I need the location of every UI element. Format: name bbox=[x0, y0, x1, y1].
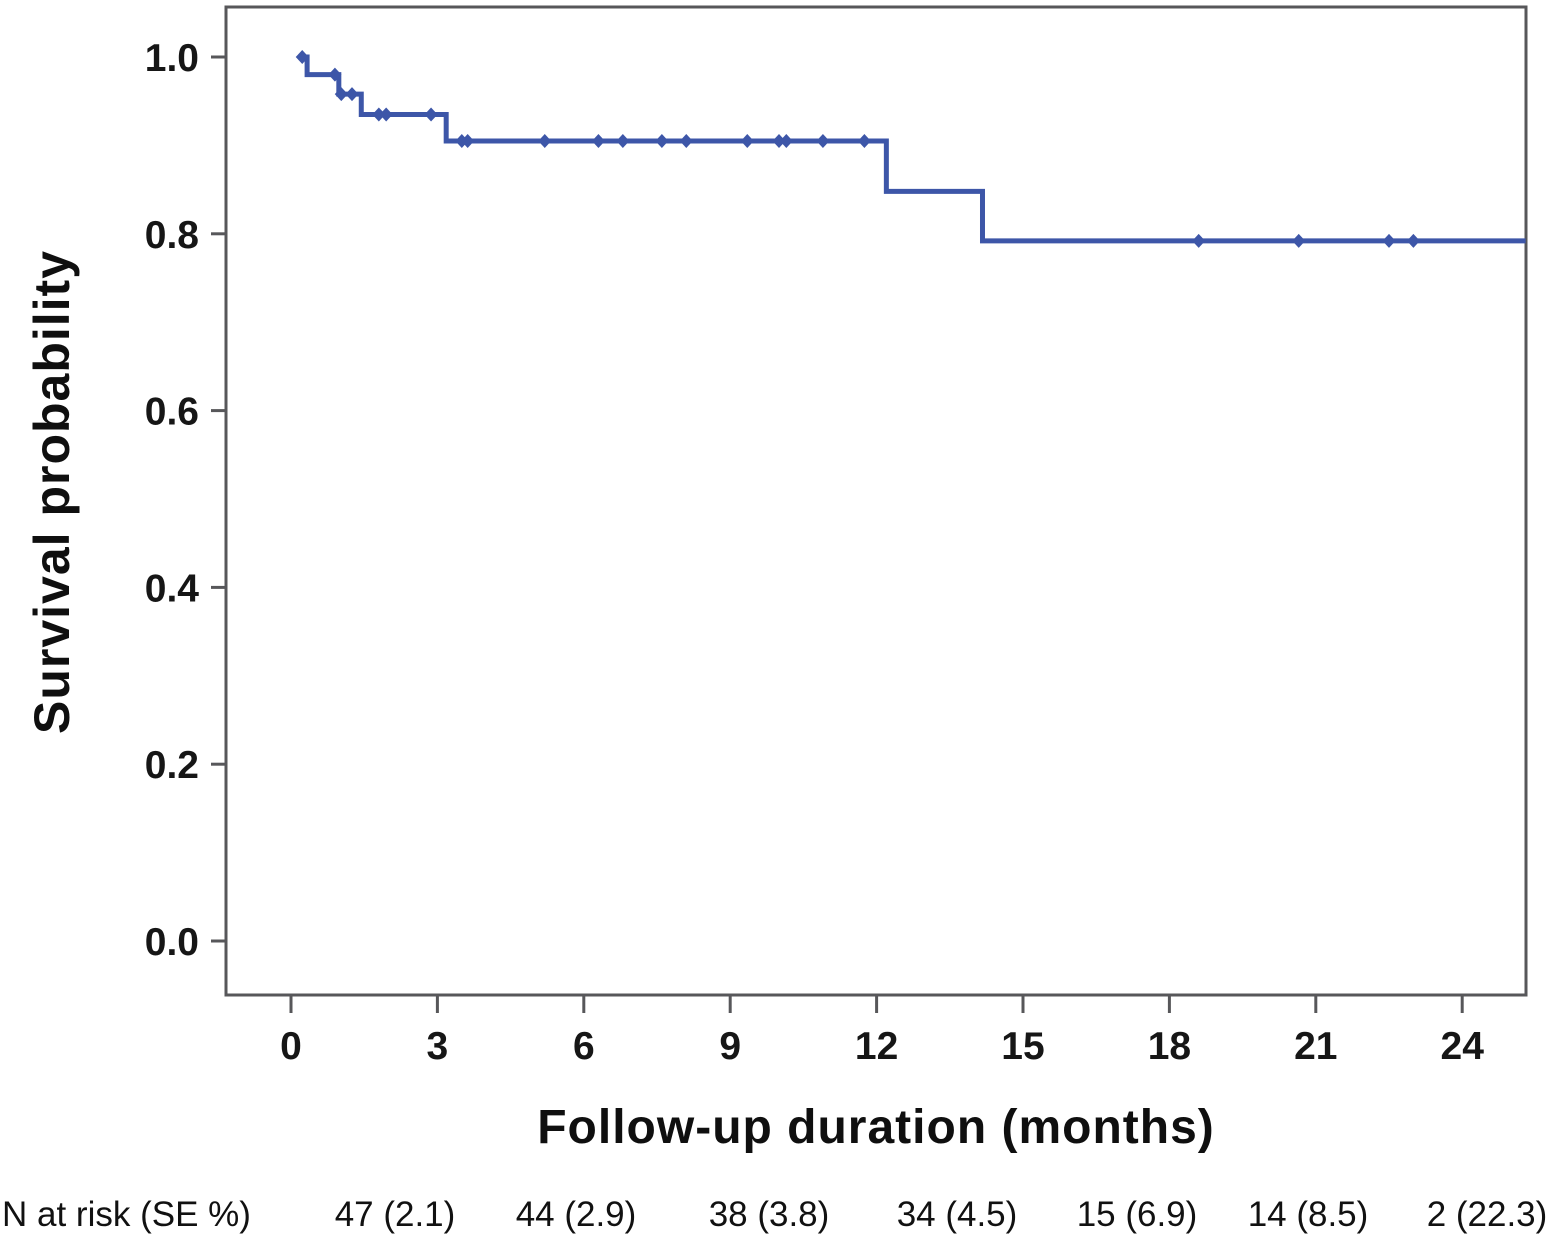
censor-mark-icon bbox=[538, 133, 552, 148]
censor-mark-icon bbox=[857, 133, 871, 148]
y-tick-label: 1.0 bbox=[145, 37, 199, 80]
risk-table-value: 15 (6.9) bbox=[1076, 1195, 1198, 1234]
risk-table-value: 2 (22.3) bbox=[1426, 1195, 1548, 1234]
censor-mark-icon bbox=[816, 133, 830, 148]
censor-mark-icon bbox=[295, 50, 309, 64]
censor-mark-icon bbox=[616, 133, 630, 148]
censor-mark-icon bbox=[679, 133, 693, 148]
censor-mark-icon bbox=[372, 107, 386, 122]
x-tick-label: 15 bbox=[1001, 1025, 1044, 1068]
risk-table-label: N at risk (SE %) bbox=[2, 1195, 251, 1234]
censor-mark-icon bbox=[328, 67, 342, 82]
censor-mark-icon bbox=[461, 133, 475, 148]
censor-mark-icon bbox=[740, 133, 754, 148]
risk-table-value: 44 (2.9) bbox=[515, 1195, 637, 1234]
x-tick-label: 18 bbox=[1148, 1025, 1191, 1068]
y-axis-title: Survival probability bbox=[24, 249, 80, 735]
x-tick-label: 9 bbox=[719, 1025, 741, 1068]
censor-mark-icon bbox=[1382, 233, 1396, 248]
survival-curve-line bbox=[302, 54, 1526, 244]
censor-mark-icon bbox=[772, 133, 786, 148]
x-axis-title: Follow-up duration (months) bbox=[537, 1101, 1215, 1154]
y-tick-label: 0.4 bbox=[145, 567, 200, 610]
y-tick-label: 0.2 bbox=[145, 744, 199, 787]
x-tick-label: 21 bbox=[1294, 1025, 1337, 1068]
risk-table-row: N at risk (SE %) 47 (2.1) 44 (2.9) 38 (3.8… bbox=[0, 1195, 1558, 1245]
censor-mark-icon bbox=[379, 107, 393, 122]
x-tick-label: 0 bbox=[280, 1025, 302, 1068]
risk-table-value: 47 (2.1) bbox=[334, 1195, 456, 1234]
censor-mark-icon bbox=[1406, 233, 1420, 248]
censor-mark-icon bbox=[345, 87, 359, 102]
plot-border bbox=[224, 5, 1528, 997]
censor-mark-icon bbox=[334, 87, 348, 102]
x-tick-label: 6 bbox=[573, 1025, 595, 1068]
censor-mark-icon bbox=[1292, 233, 1306, 248]
x-tick-label: 3 bbox=[427, 1025, 449, 1068]
risk-table-value: 38 (3.8) bbox=[708, 1195, 830, 1234]
censor-mark-icon bbox=[591, 133, 605, 148]
y-tick-label: 0.8 bbox=[145, 214, 199, 257]
x-tick-label: 24 bbox=[1441, 1025, 1485, 1068]
y-tick-label: 0.6 bbox=[145, 391, 199, 434]
risk-table-value: 14 (8.5) bbox=[1247, 1195, 1369, 1234]
risk-table-value: 34 (4.5) bbox=[896, 1195, 1018, 1234]
censor-mark-icon bbox=[655, 133, 669, 148]
x-tick-label: 12 bbox=[855, 1025, 898, 1068]
censor-mark-icon bbox=[1192, 233, 1206, 248]
censor-mark-icon bbox=[779, 133, 793, 148]
censor-mark-icon bbox=[424, 107, 438, 122]
y-tick-label: 0.0 bbox=[145, 921, 199, 964]
